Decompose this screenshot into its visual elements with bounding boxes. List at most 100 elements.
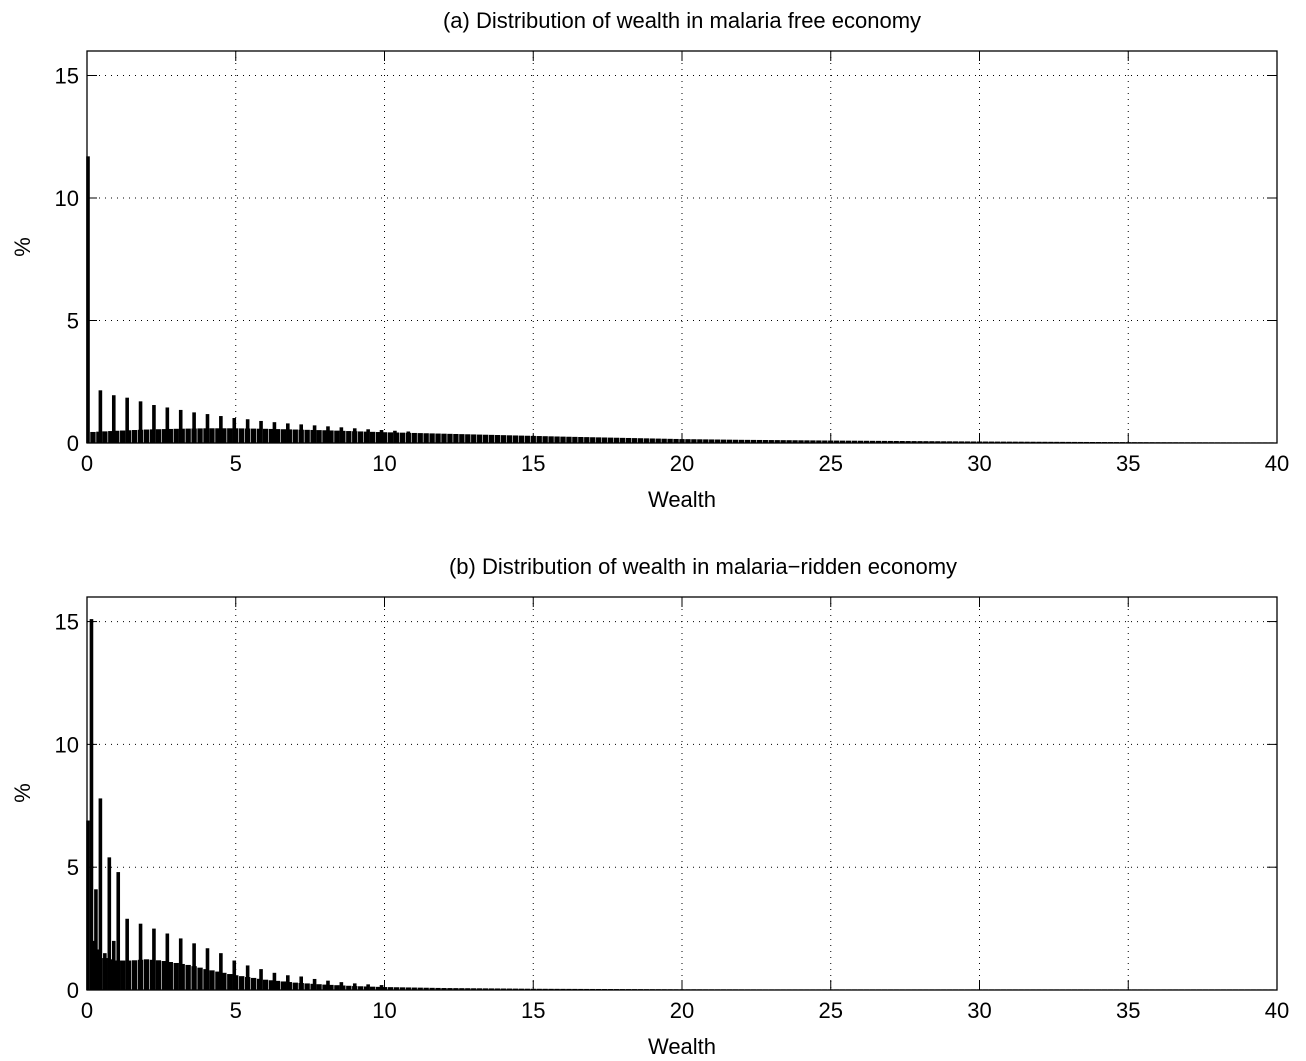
histogram-bar — [239, 428, 245, 443]
histogram-bar — [578, 436, 584, 443]
histogram-bar — [625, 437, 632, 443]
histogram-bar — [667, 438, 673, 443]
histogram-bar — [346, 985, 352, 990]
histogram-bar — [417, 987, 423, 990]
spike-bar — [259, 969, 263, 990]
histogram-bar — [369, 986, 376, 990]
histogram-bar — [143, 429, 150, 443]
histogram-bar — [887, 440, 893, 443]
histogram-bar — [726, 439, 733, 443]
histogram-bar — [471, 988, 477, 990]
histogram-bar — [209, 428, 215, 443]
histogram-bar — [905, 441, 911, 443]
spike-bar — [379, 985, 384, 990]
histogram-bar — [548, 436, 554, 443]
histogram-bar — [316, 984, 322, 990]
histogram-bar — [358, 431, 364, 443]
y-tick-label: 0 — [67, 978, 79, 1003]
histogram-bar — [405, 987, 411, 990]
y-tick-label: 15 — [55, 64, 79, 89]
histogram-bar — [935, 441, 941, 443]
grid-lines — [87, 597, 1277, 990]
histogram-bar — [572, 436, 578, 443]
histogram-bar — [988, 441, 995, 443]
histogram-bar — [477, 988, 483, 990]
histogram-bar — [631, 438, 638, 443]
histogram-bar — [209, 970, 215, 990]
histogram-bar — [786, 440, 792, 443]
histogram-bar — [851, 440, 858, 443]
histogram-bar — [120, 960, 126, 990]
histogram-bar — [393, 987, 400, 990]
histogram-bar — [494, 435, 501, 443]
spike-bar — [272, 972, 277, 990]
x-tick-label: 20 — [670, 998, 694, 1023]
histogram-bar — [613, 437, 620, 443]
histogram-bar — [274, 429, 281, 443]
histogram-bar — [173, 428, 179, 443]
y-axis-label: % — [10, 237, 35, 257]
plot-frame — [86, 596, 1278, 991]
chart-title: (a) Distribution of wealth in malaria fr… — [443, 8, 921, 33]
histogram-bar — [155, 960, 162, 990]
histogram-bar — [399, 432, 406, 443]
histogram-bar — [762, 440, 768, 443]
histogram-bar — [673, 438, 679, 443]
histogram-bar — [703, 439, 709, 443]
histogram-bar — [304, 429, 310, 443]
spike-bar — [178, 409, 183, 443]
y-tick-label: 10 — [55, 732, 79, 757]
histogram-bar — [584, 437, 590, 443]
x-tick-label: 25 — [819, 998, 843, 1023]
x-tick-label: 10 — [372, 998, 396, 1023]
histogram-bar — [334, 430, 340, 443]
histogram-bar — [500, 988, 507, 990]
histogram-bar — [322, 430, 328, 443]
histogram-bar — [459, 434, 465, 443]
spike-bar — [138, 401, 143, 443]
histogram-bar — [863, 440, 870, 443]
histogram-bar — [441, 433, 447, 443]
histogram-bar — [964, 441, 971, 443]
histogram-bar — [839, 440, 846, 443]
spike-bar — [366, 429, 370, 443]
histogram-bar — [161, 961, 168, 990]
histogram-bar — [774, 440, 780, 443]
spike-bar — [312, 425, 317, 443]
histogram-bar — [566, 436, 572, 443]
histogram-bar — [488, 988, 495, 990]
histogram-bar — [929, 441, 935, 443]
chart-title: (b) Distribution of wealth in malaria−ri… — [449, 554, 957, 579]
histogram-bar — [447, 433, 453, 443]
spike-bar — [286, 423, 290, 443]
histogram-bar — [375, 986, 382, 990]
histogram-bar — [155, 429, 162, 443]
histogram-bar — [161, 429, 168, 443]
spike-bar — [259, 420, 263, 443]
x-tick-label: 20 — [670, 451, 694, 476]
histogram-bar — [661, 438, 667, 443]
histogram-bar — [958, 441, 965, 443]
histogram-bar — [619, 437, 626, 443]
histogram-bar — [518, 435, 525, 443]
histogram-bar — [655, 438, 661, 443]
histogram-bar — [982, 441, 989, 443]
histogram-bar — [524, 435, 530, 443]
x-tick-label: 25 — [819, 451, 843, 476]
histogram-bar — [560, 436, 566, 443]
histogram-bar — [221, 972, 227, 990]
histogram-bar — [685, 439, 691, 443]
histogram-bar — [239, 976, 245, 990]
spike-bar — [245, 419, 250, 443]
x-tick-label: 15 — [521, 451, 545, 476]
x-tick-label: 40 — [1265, 998, 1289, 1023]
spike-bar — [107, 857, 112, 990]
spike-bar — [339, 982, 344, 990]
histogram-bar — [358, 986, 364, 990]
histogram-bar — [590, 437, 596, 443]
histogram-bar — [715, 439, 721, 443]
histogram-bar — [810, 440, 816, 443]
histogram-bar — [423, 987, 429, 990]
histogram-bar — [429, 433, 435, 443]
histogram-bar — [411, 432, 417, 443]
